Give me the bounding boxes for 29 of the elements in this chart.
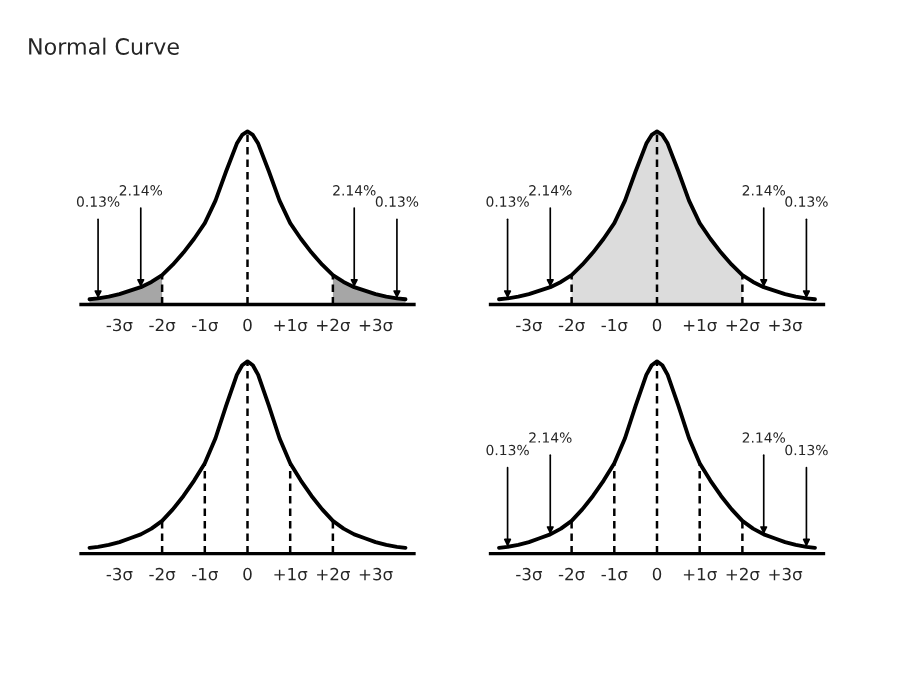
x-tick-label: -2σ xyxy=(149,318,176,332)
x-tick-label: +1σ xyxy=(274,318,308,332)
x-tick-label: -3σ xyxy=(106,567,133,581)
x-tick-label: -3σ xyxy=(106,318,133,332)
x-tick-label: -1σ xyxy=(192,568,218,581)
x-tick-label: +3σ xyxy=(769,318,803,332)
x-tick-label: 0 xyxy=(652,567,662,581)
x-tick-label: +2σ xyxy=(317,567,350,581)
x-tick-label: +3σ xyxy=(359,567,393,581)
x-tick-label: +2σ xyxy=(726,318,760,332)
x-tick-label: -3σ xyxy=(516,567,543,581)
x-tick-label: +1σ xyxy=(274,568,308,581)
x-tick-label: 0 xyxy=(652,318,662,332)
x-tick-label: -3σ xyxy=(516,318,543,332)
chart-title: Normal Curve xyxy=(29,37,179,55)
x-tick-label: -1σ xyxy=(601,568,628,581)
x-tick-label: -1σ xyxy=(192,318,218,332)
x-tick-label: 0 xyxy=(243,318,252,332)
x-tick-label: -2σ xyxy=(149,567,176,581)
x-tick-label: +3σ xyxy=(769,567,803,581)
x-tick-label: +2σ xyxy=(726,567,760,581)
x-tick-label: +2σ xyxy=(317,318,350,332)
x-tick-label: +1σ xyxy=(683,568,717,581)
x-tick-label: -2σ xyxy=(558,318,585,332)
x-tick-label: +1σ xyxy=(683,318,717,332)
x-tick-label: -1σ xyxy=(601,318,628,332)
x-tick-label: +3σ xyxy=(359,318,393,332)
x-tick-label: 0 xyxy=(243,567,252,581)
x-tick-label: -2σ xyxy=(558,567,585,581)
